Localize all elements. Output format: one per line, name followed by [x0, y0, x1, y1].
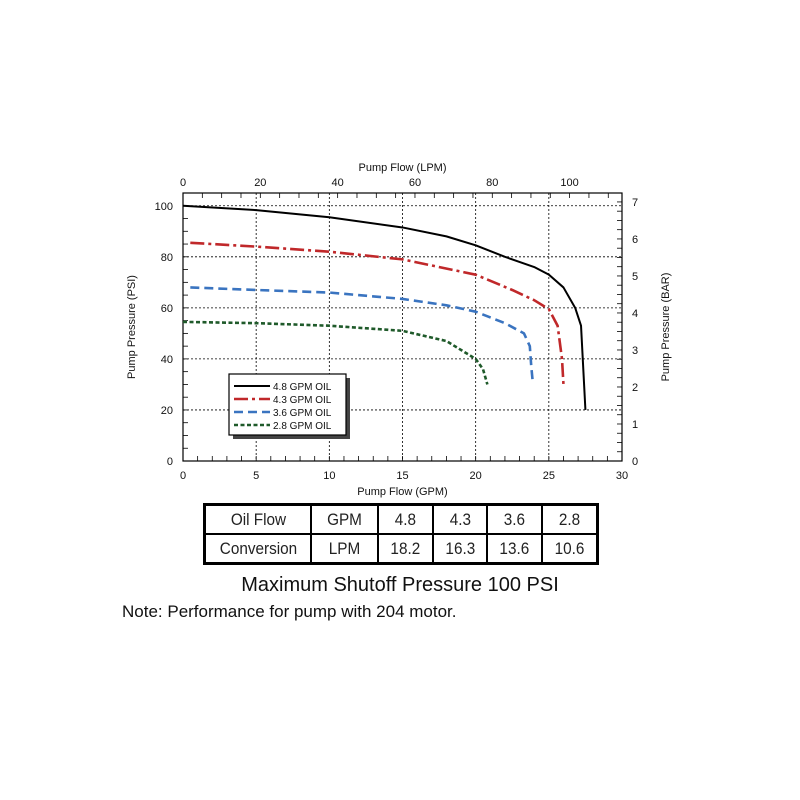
y2-tick-label: 7	[632, 197, 638, 209]
table-cell: 10.6	[543, 533, 596, 565]
series-line-3	[190, 286, 535, 382]
x-tick-label: 5	[253, 470, 259, 482]
x-axis-label: Pump Flow (GPM)	[357, 486, 447, 498]
x2-axis-label: Pump Flow (LPM)	[358, 162, 446, 174]
x-tick-label: 0	[180, 470, 186, 482]
x2-tick-label: 60	[409, 177, 421, 189]
y2-tick-label: 6	[632, 234, 638, 246]
x-tick-label: 15	[396, 470, 408, 482]
table-cell: Conversion	[208, 533, 307, 565]
legend-label: 2.8 GPM OIL	[273, 421, 332, 432]
legend-label: 4.3 GPM OIL	[273, 395, 332, 406]
y2-tick-label: 0	[632, 456, 638, 468]
legend-label: 3.6 GPM OIL	[273, 408, 332, 419]
x2-tick-label: 100	[560, 177, 578, 189]
conversion-table: Oil Flow GPM 4.8 4.3 3.6 2.8 Conversion …	[203, 503, 599, 565]
x2-tick-label: 40	[332, 177, 344, 189]
y2-tick-label: 2	[632, 382, 638, 394]
table-cell: 16.3	[434, 533, 486, 565]
table-cell: 13.6	[489, 533, 541, 565]
y-tick-label: 20	[161, 405, 173, 417]
table-row: Conversion LPM 18.2 16.3 13.6 10.6	[205, 533, 598, 565]
table-cell: 4.3	[434, 503, 486, 535]
table-cell: 3.6	[489, 503, 541, 535]
y2-tick-label: 3	[632, 345, 638, 357]
table-row: Oil Flow GPM 4.8 4.3 3.6 2.8	[205, 503, 598, 535]
x2-tick-label: 0	[180, 177, 186, 189]
y-tick-label: 0	[167, 456, 173, 468]
series-line-4	[182, 320, 489, 385]
legend-label: 4.8 GPM OIL	[273, 382, 332, 393]
x2-tick-label: 20	[254, 177, 266, 189]
y-tick-label: 60	[161, 303, 173, 315]
y-tick-label: 100	[155, 201, 173, 213]
table-cell: 2.8	[543, 503, 596, 535]
y-tick-label: 80	[161, 252, 173, 264]
footnote: Note: Performance for pump with 204 moto…	[122, 602, 457, 621]
plot-frame	[182, 192, 623, 462]
table-cell: 4.8	[379, 503, 431, 535]
max-shutoff-title: Maximum Shutoff Pressure 100 PSI	[241, 574, 559, 596]
y2-tick-label: 4	[632, 308, 638, 320]
table-cell: GPM	[313, 503, 376, 535]
table-cell: Oil Flow	[208, 503, 307, 535]
series-line-1	[182, 204, 587, 411]
x2-tick-label: 80	[486, 177, 498, 189]
x-tick-label: 30	[616, 470, 628, 482]
y2-tick-label: 5	[632, 271, 638, 283]
y-axis-label: Pump Pressure (PSI)	[126, 275, 138, 379]
x-tick-label: 10	[323, 470, 335, 482]
x-tick-label: 25	[543, 470, 555, 482]
y2-axis-label: Pump Pressure (BAR)	[660, 273, 672, 382]
x-tick-label: 20	[470, 470, 482, 482]
y-tick-label: 40	[161, 354, 173, 366]
y2-tick-label: 1	[632, 419, 638, 431]
table-cell: LPM	[313, 533, 376, 565]
table-cell: 18.2	[379, 533, 431, 565]
series-line-2	[190, 241, 565, 385]
